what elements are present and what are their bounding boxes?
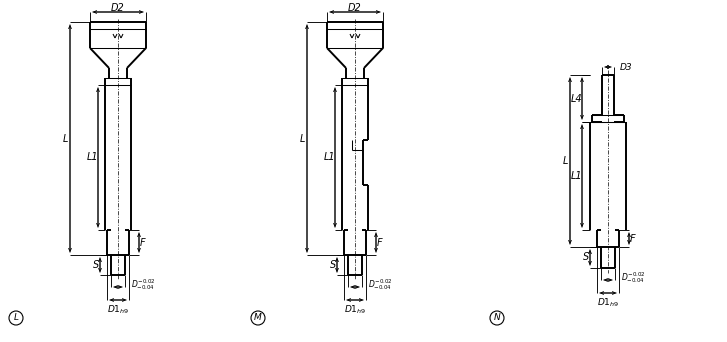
Text: L4: L4 (571, 93, 583, 104)
Text: $D^{-0.02}_{-0.04}$: $D^{-0.02}_{-0.04}$ (131, 278, 155, 292)
Text: F: F (377, 237, 383, 248)
Text: N: N (494, 314, 500, 323)
Text: D2: D2 (348, 3, 362, 13)
Text: $D^{-0.02}_{-0.04}$: $D^{-0.02}_{-0.04}$ (621, 271, 645, 286)
Text: L1: L1 (87, 153, 99, 162)
Text: L: L (63, 133, 68, 144)
Text: L1: L1 (324, 153, 336, 162)
Text: L: L (14, 314, 18, 323)
Text: L: L (300, 133, 305, 144)
Text: $D1_{h9}$: $D1_{h9}$ (597, 297, 619, 309)
Text: M: M (254, 314, 262, 323)
Text: $D1_{h9}$: $D1_{h9}$ (344, 304, 366, 316)
Text: F: F (140, 237, 146, 248)
Text: F: F (630, 234, 636, 244)
Text: L: L (562, 156, 568, 166)
Text: D3: D3 (619, 64, 632, 73)
Text: S: S (330, 260, 336, 270)
Text: S: S (583, 252, 589, 263)
Text: $D^{-0.02}_{-0.04}$: $D^{-0.02}_{-0.04}$ (368, 278, 392, 292)
Text: S: S (93, 260, 99, 270)
Text: L1: L1 (571, 171, 583, 181)
Text: $D1_{h9}$: $D1_{h9}$ (107, 304, 129, 316)
Text: D2: D2 (111, 3, 125, 13)
